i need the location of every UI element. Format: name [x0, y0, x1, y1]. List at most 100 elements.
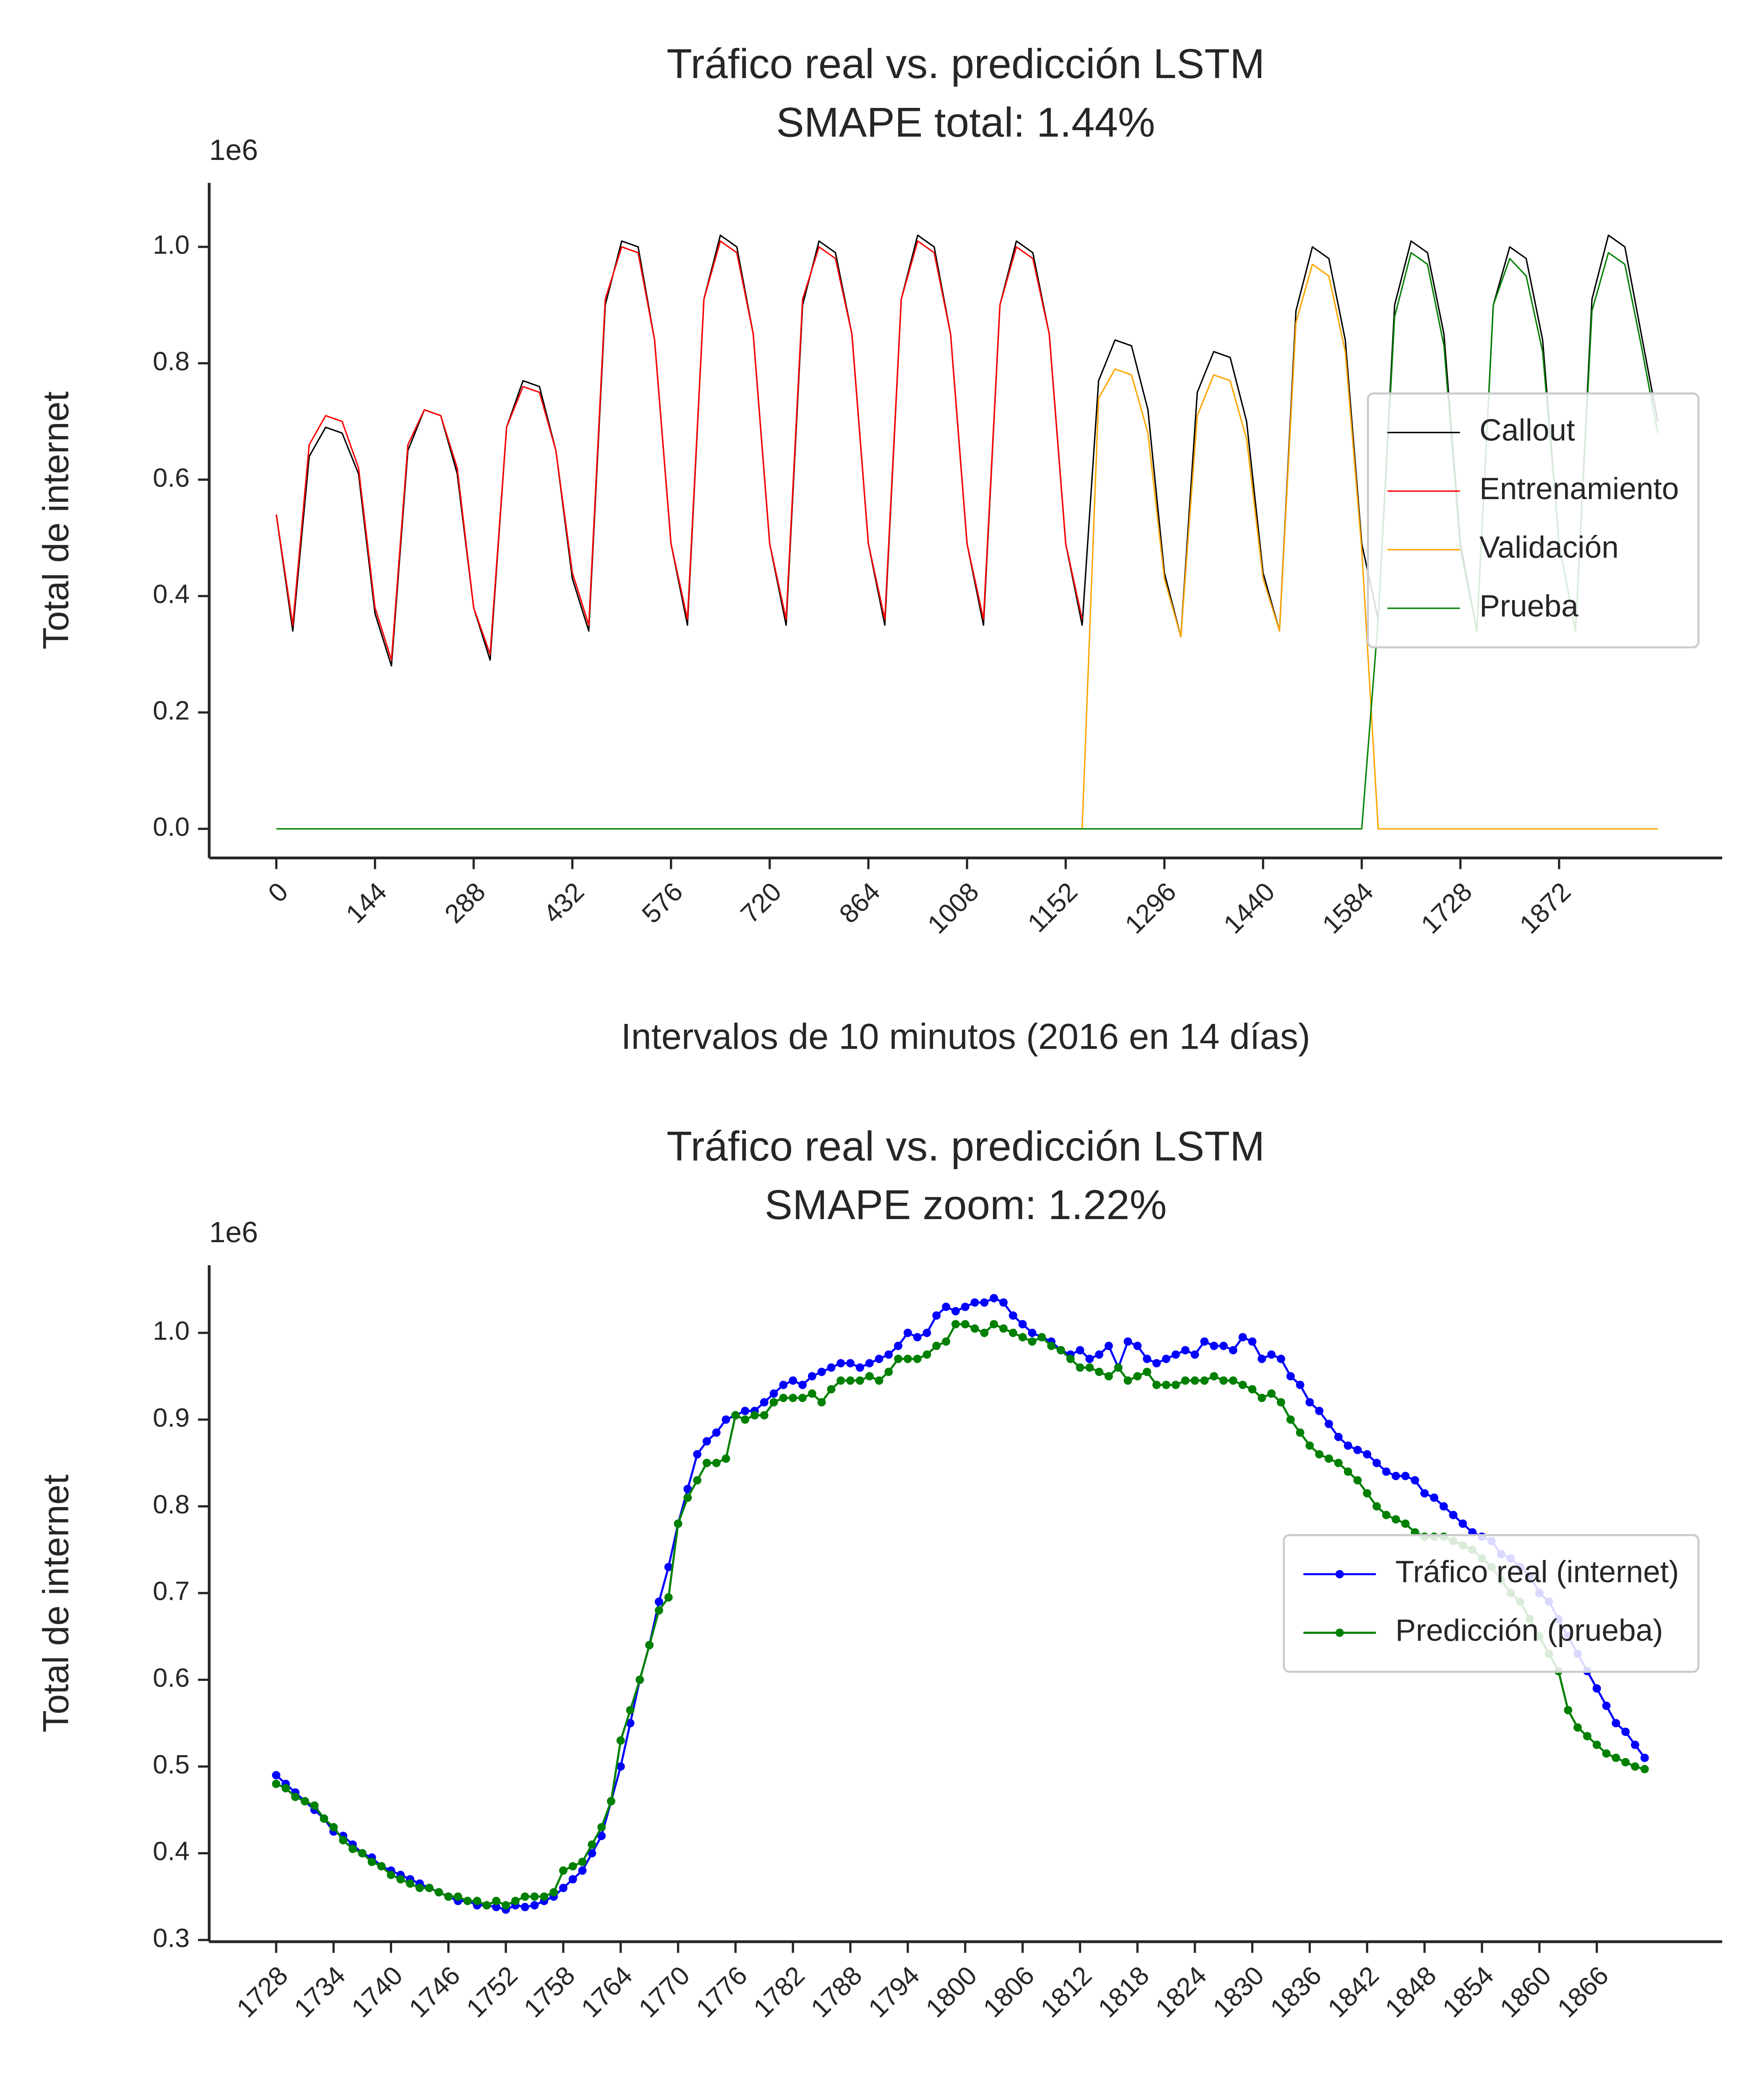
- data-point: [942, 1337, 951, 1346]
- data-point: [731, 1411, 740, 1420]
- data-point: [568, 1875, 577, 1884]
- data-point: [1162, 1355, 1171, 1363]
- data-point: [568, 1862, 577, 1871]
- data-point: [358, 1849, 367, 1858]
- y-tick-label: 0.5: [153, 1750, 190, 1780]
- data-point: [1449, 1510, 1458, 1519]
- data-point: [1583, 1732, 1592, 1740]
- data-point: [1286, 1372, 1295, 1381]
- data-point: [1592, 1684, 1601, 1693]
- data-point: [865, 1372, 874, 1381]
- y-offset-label: 1e6: [209, 133, 258, 166]
- data-point: [1631, 1740, 1639, 1749]
- data-point: [817, 1398, 826, 1407]
- legend-marker: [1335, 1628, 1344, 1637]
- y-tick-label: 0.7: [153, 1576, 190, 1606]
- data-point: [1124, 1337, 1132, 1346]
- data-point: [1305, 1398, 1314, 1407]
- data-point: [683, 1484, 692, 1493]
- legend-label: Callout: [1479, 414, 1575, 448]
- data-point: [597, 1832, 606, 1840]
- data-point: [1238, 1333, 1247, 1342]
- data-point: [1047, 1342, 1056, 1350]
- data-point: [597, 1823, 606, 1832]
- data-point: [1257, 1393, 1266, 1402]
- data-point: [980, 1329, 989, 1337]
- legend-label: Validación: [1479, 531, 1619, 565]
- data-point: [578, 1858, 587, 1866]
- y-tick-label: 0.6: [153, 1663, 190, 1693]
- data-point: [779, 1380, 788, 1389]
- data-point: [932, 1311, 941, 1320]
- chart-title: SMAPE zoom: 1.22%: [765, 1182, 1167, 1228]
- data-point: [502, 1901, 510, 1910]
- data-point: [903, 1355, 912, 1363]
- data-point: [1152, 1380, 1161, 1389]
- data-point: [894, 1355, 903, 1363]
- data-point: [473, 1897, 481, 1905]
- data-point: [999, 1298, 1008, 1307]
- data-point: [1104, 1342, 1113, 1350]
- data-point: [310, 1801, 319, 1810]
- legend: Tráfico real (internet) Predicción (prueb…: [1283, 1534, 1700, 1673]
- legend-label: Entrenamiento: [1479, 472, 1679, 506]
- data-point: [798, 1380, 807, 1389]
- data-point: [817, 1368, 826, 1376]
- data-point: [750, 1411, 759, 1420]
- data-point: [1296, 1428, 1304, 1437]
- data-point: [1210, 1342, 1218, 1350]
- data-point: [923, 1350, 931, 1359]
- data-point: [1353, 1445, 1362, 1454]
- data-point: [444, 1892, 453, 1901]
- data-point: [693, 1450, 702, 1459]
- data-point: [1573, 1723, 1582, 1732]
- data-point: [511, 1897, 520, 1905]
- data-point: [1277, 1355, 1286, 1363]
- data-point: [1430, 1493, 1438, 1502]
- data-point: [1640, 1765, 1649, 1774]
- data-point: [1009, 1311, 1017, 1320]
- data-point: [655, 1606, 664, 1615]
- data-point: [463, 1897, 472, 1905]
- data-point: [884, 1350, 893, 1359]
- data-point: [1564, 1706, 1573, 1714]
- y-tick-label: 1.0: [153, 230, 190, 260]
- data-point: [1009, 1329, 1017, 1337]
- data-point: [1353, 1476, 1362, 1485]
- data-point: [1200, 1337, 1209, 1346]
- data-point: [913, 1333, 922, 1342]
- y-tick-label: 0.3: [153, 1924, 190, 1953]
- data-point: [1104, 1372, 1113, 1381]
- data-point: [1229, 1376, 1238, 1385]
- y-tick-label: 0.0: [153, 812, 190, 842]
- legend-box: [1367, 392, 1700, 649]
- data-point: [1257, 1355, 1266, 1363]
- data-point: [272, 1780, 280, 1788]
- data-point: [1076, 1346, 1085, 1355]
- data-point: [970, 1298, 979, 1307]
- data-point: [1372, 1458, 1381, 1467]
- data-point: [1391, 1471, 1400, 1480]
- data-point: [1162, 1380, 1171, 1389]
- data-point: [1363, 1489, 1372, 1498]
- data-point: [1640, 1754, 1649, 1762]
- data-point: [626, 1706, 635, 1714]
- data-point: [1372, 1502, 1381, 1511]
- data-point: [1315, 1450, 1324, 1459]
- data-point: [693, 1476, 702, 1485]
- data-point: [712, 1428, 721, 1437]
- data-point: [1277, 1398, 1286, 1407]
- data-point: [884, 1368, 893, 1376]
- data-point: [635, 1675, 644, 1684]
- data-point: [1305, 1441, 1314, 1450]
- data-point: [1296, 1380, 1304, 1389]
- data-point: [588, 1849, 596, 1858]
- data-point: [454, 1892, 463, 1901]
- y-axis-label: Total de internet: [36, 391, 76, 649]
- data-point: [1325, 1454, 1333, 1463]
- data-point: [588, 1840, 596, 1849]
- data-point: [425, 1884, 434, 1892]
- data-point: [1095, 1368, 1103, 1376]
- data-point: [769, 1398, 778, 1407]
- data-point: [990, 1320, 998, 1329]
